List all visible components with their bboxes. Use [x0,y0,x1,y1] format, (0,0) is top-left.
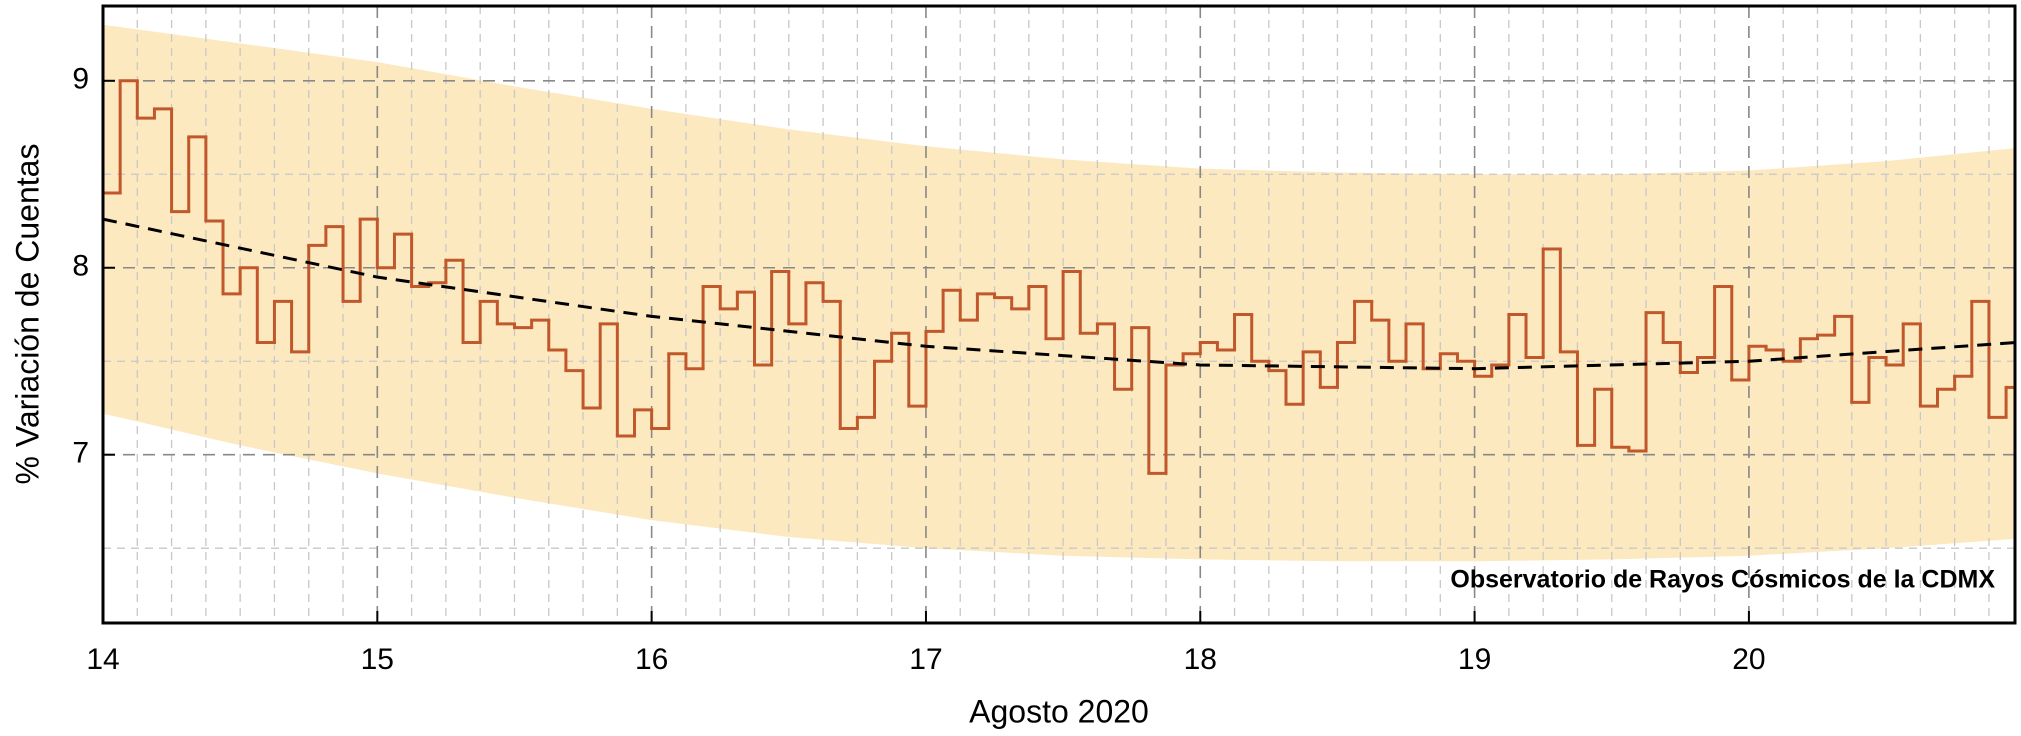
x-tick-label: 18 [1184,643,1217,676]
trend-line [102,217,2016,371]
x-tick-label: 19 [1458,643,1491,676]
y-tick-label: 7 [72,437,89,470]
x-tick-label: 14 [86,643,119,676]
x-axis-label: Agosto 2020 [969,693,1149,729]
annotation: Observatorio de Rayos Cósmicos de la CDM… [1450,566,1995,594]
y-axis-label: % Variación de Cuentas [9,144,45,485]
y-tick-label: 9 [72,63,89,96]
x-tick-label: 15 [361,643,394,676]
plot-frame [101,4,2017,625]
x-tick-label: 20 [1732,643,1765,676]
x-tick-label: 16 [635,643,668,676]
confidence-band [103,24,2015,562]
y-tick-label: 8 [72,250,89,283]
x-tick-label: 17 [909,643,942,676]
